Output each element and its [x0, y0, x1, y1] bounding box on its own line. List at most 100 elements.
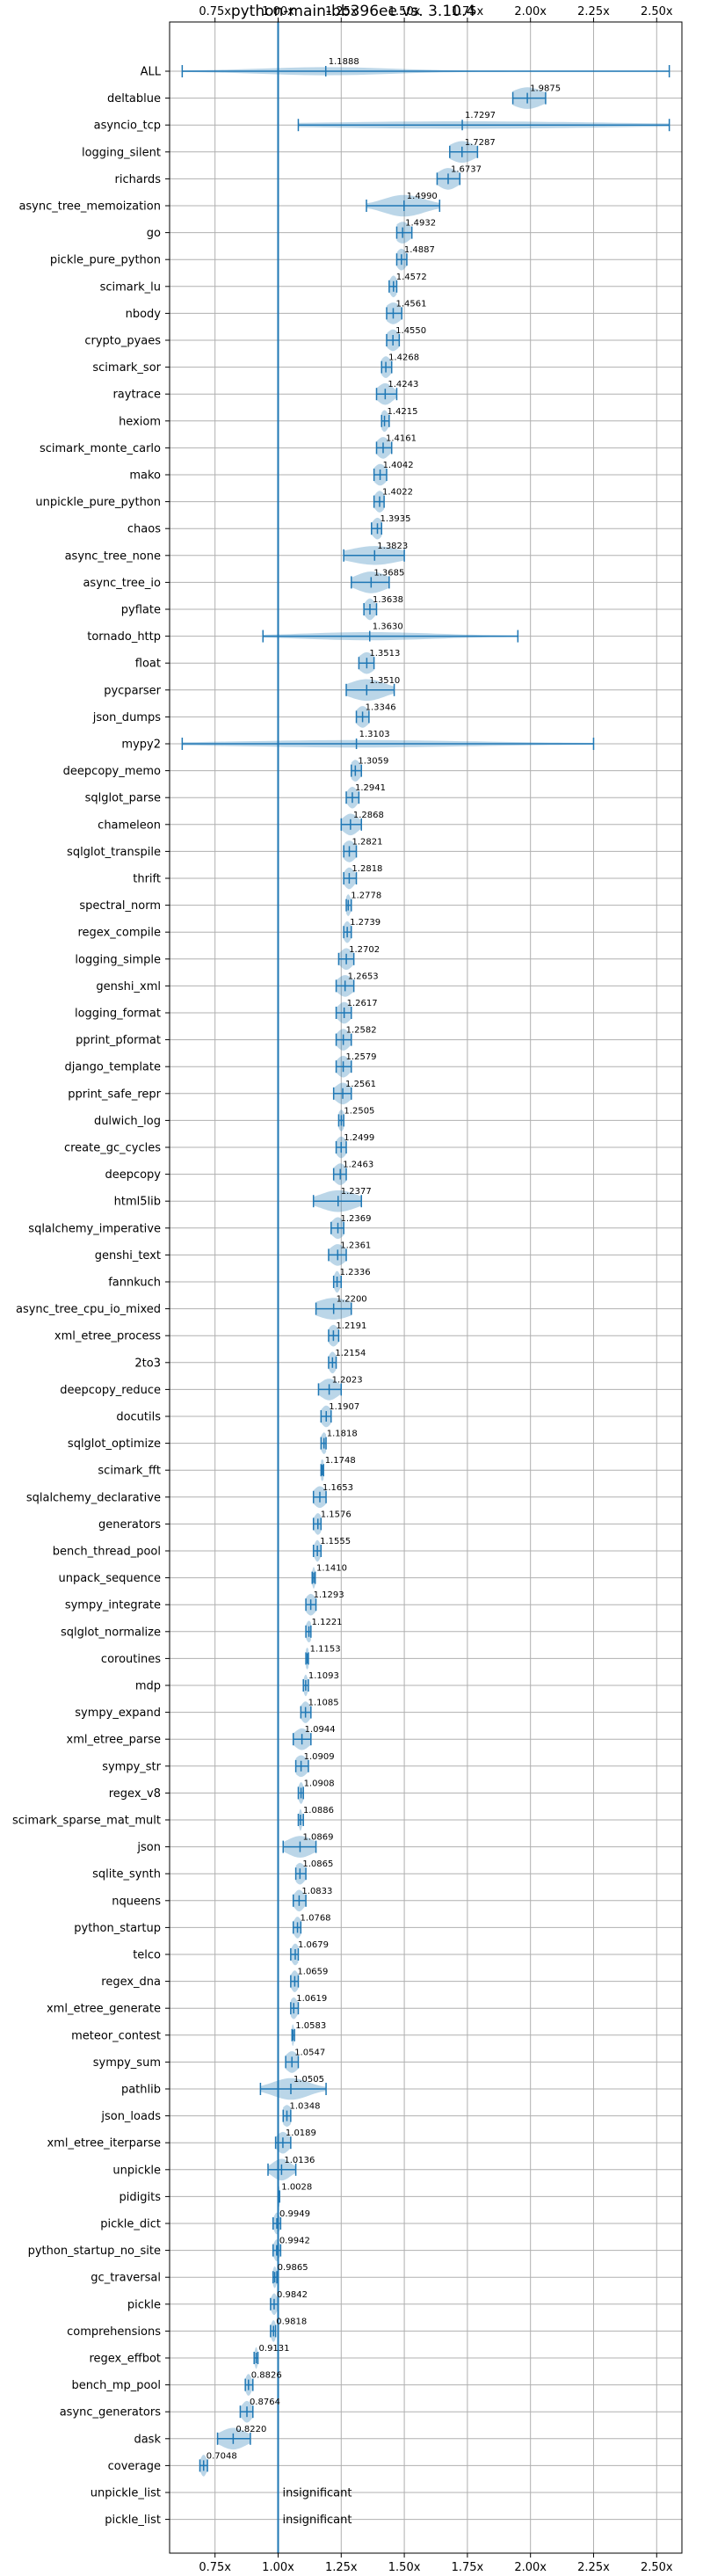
- value-label: 0.9942: [279, 2237, 310, 2246]
- value-label: 1.2702: [349, 945, 380, 955]
- value-label: 1.3685: [373, 568, 404, 578]
- category-label: meteor_contest: [71, 2029, 161, 2042]
- value-label: 1.3513: [369, 649, 400, 659]
- category-label: regex_compile: [77, 927, 161, 940]
- value-label: 1.1555: [320, 1537, 351, 1546]
- value-label: 1.2023: [332, 1375, 363, 1385]
- value-label: 1.2377: [341, 1187, 372, 1197]
- category-label: unpickle_list: [91, 2487, 161, 2500]
- x-tick-label-bottom: 1.75x: [452, 2561, 484, 2574]
- value-label: 1.2200: [337, 1295, 367, 1305]
- category-label: mako: [129, 469, 161, 483]
- category-label: async_tree_memoization: [18, 200, 161, 214]
- value-label: 1.2463: [343, 1161, 373, 1170]
- value-label: 1.0679: [298, 1940, 329, 1950]
- x-tick-label-top: 2.50x: [641, 5, 673, 18]
- category-label: deepcopy_reduce: [60, 1384, 161, 1397]
- category-label: async_tree_none: [65, 549, 161, 563]
- category-label: scimark_monte_carlo: [40, 442, 161, 455]
- category-label: 2to3: [134, 1357, 161, 1370]
- value-label: 1.0833: [301, 1887, 332, 1896]
- value-label: 1.2369: [341, 1214, 372, 1224]
- category-label: spectral_norm: [79, 899, 161, 913]
- category-label: deepcopy_memo: [63, 765, 161, 778]
- category-label: sqlite_synth: [92, 1868, 161, 1881]
- value-label: 1.0136: [284, 2156, 315, 2165]
- category-label: create_gc_cycles: [64, 1142, 161, 1155]
- category-label: scimark_lu: [100, 280, 161, 294]
- category-label: xml_etree_iterparse: [47, 2137, 161, 2150]
- value-label: 1.3823: [377, 542, 408, 551]
- category-label: fannkuch: [108, 1277, 161, 1290]
- category-label: docutils: [116, 1411, 161, 1424]
- value-label: 1.0659: [297, 1968, 328, 1977]
- value-label: 1.2154: [335, 1349, 366, 1358]
- category-label: sympy_sum: [93, 2056, 161, 2070]
- category-label: generators: [98, 1518, 161, 1532]
- value-label: 1.3630: [373, 622, 403, 632]
- x-tick-label-bottom: 1.00x: [262, 2561, 294, 2574]
- category-label: hexiom: [119, 415, 161, 428]
- value-label: 0.8826: [251, 2371, 282, 2381]
- category-label: pprint_pformat: [76, 1034, 161, 1047]
- x-tick-label-bottom: 2.50x: [641, 2561, 673, 2574]
- value-label: 1.3346: [366, 702, 396, 712]
- value-label: 1.4161: [386, 433, 417, 443]
- value-label: 1.4990: [407, 192, 438, 201]
- value-label: 0.9131: [259, 2344, 290, 2354]
- value-label: 1.4022: [382, 488, 413, 498]
- category-label: pickle_pure_python: [50, 254, 161, 267]
- value-label: 1.0886: [303, 1806, 334, 1816]
- value-label: 0.9865: [278, 2263, 308, 2273]
- value-label: 1.4572: [396, 273, 427, 282]
- value-label: 1.1085: [308, 1699, 339, 1708]
- category-label: sympy_str: [102, 1760, 161, 1773]
- value-label: 1.2821: [352, 837, 383, 847]
- category-label: python_startup: [74, 1922, 161, 1935]
- value-label: 0.7048: [207, 2451, 237, 2461]
- category-label: scimark_sparse_mat_mult: [12, 1815, 161, 1828]
- category-label: logging_simple: [75, 953, 161, 966]
- category-label: unpickle_pure_python: [35, 496, 161, 509]
- value-label: 1.7297: [465, 111, 496, 120]
- category-label: regex_effbot: [89, 2353, 161, 2366]
- category-label: thrift: [133, 873, 161, 886]
- value-label: 1.0908: [304, 1779, 335, 1788]
- insignificant-label: insignificant: [282, 2514, 352, 2527]
- category-label: richards: [115, 173, 162, 186]
- category-label: async_generators: [60, 2406, 162, 2420]
- value-label: 0.9842: [277, 2290, 308, 2300]
- value-label: 1.0619: [296, 1994, 327, 2004]
- value-label: 0.9818: [276, 2317, 307, 2326]
- x-tick-label-bottom: 0.75x: [199, 2561, 231, 2574]
- value-label: 1.1293: [314, 1590, 344, 1600]
- value-label: 1.2941: [355, 783, 386, 793]
- value-label: 1.0189: [286, 2128, 316, 2138]
- label-layer: 0.75x 0.75x 1.00x 1.00x 1.25x 1.25x 1.50x 1.50x…: [12, 5, 673, 2574]
- value-label: 1.1907: [329, 1402, 359, 1412]
- category-label: regex_v8: [109, 1787, 161, 1801]
- value-label: 1.4561: [395, 299, 426, 309]
- category-label: html5lib: [114, 1196, 161, 1209]
- category-label: sqlglot_transpile: [67, 846, 161, 859]
- category-label: pprint_safe_repr: [68, 1088, 161, 1101]
- category-label: ALL: [141, 66, 162, 79]
- value-label: 1.4932: [405, 219, 436, 229]
- value-label: 1.2653: [348, 971, 379, 981]
- category-label: go: [147, 227, 161, 240]
- insignificant-label: insignificant: [282, 2487, 352, 2500]
- category-label: chameleon: [98, 819, 161, 832]
- value-label: 1.2818: [352, 864, 382, 874]
- value-label: 1.4243: [388, 380, 418, 389]
- category-label: scimark_sor: [92, 361, 161, 375]
- value-label: 1.1221: [312, 1618, 343, 1627]
- category-label: nbody: [126, 308, 162, 321]
- mark-layer: [181, 22, 670, 2553]
- value-label: 1.1576: [321, 1510, 352, 1519]
- value-label: 1.2361: [340, 1241, 371, 1250]
- category-label: raytrace: [112, 389, 161, 402]
- category-label: deepcopy: [105, 1168, 161, 1182]
- value-label: 1.6737: [451, 164, 482, 174]
- category-label: sqlglot_normalize: [61, 1626, 161, 1639]
